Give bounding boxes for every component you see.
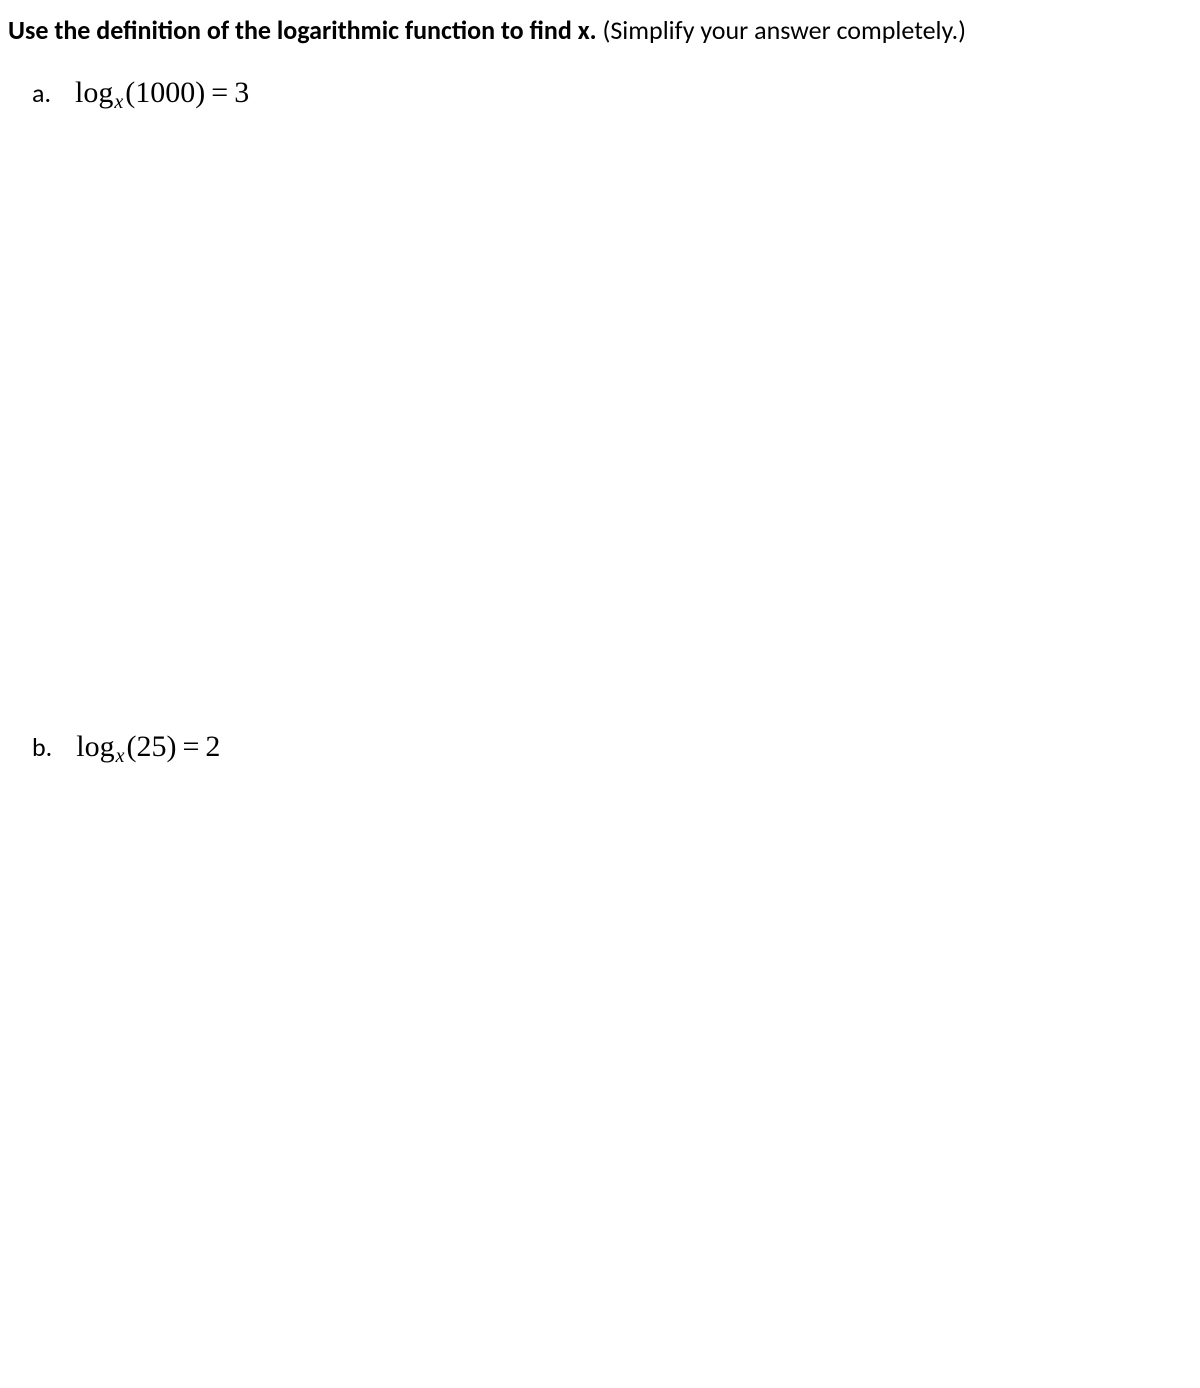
rhs-value: 2 [205, 730, 220, 764]
problem-b: b. logx(25)=2 [8, 730, 1192, 764]
rhs-value: 3 [234, 76, 249, 110]
close-paren: ) [195, 76, 205, 110]
log-text: log [76, 730, 114, 764]
problem-a-label: a. [32, 77, 51, 109]
open-paren: ( [126, 730, 136, 764]
equals-sign: = [211, 76, 228, 110]
problem-a-equation: logx(1000)=3 [75, 76, 249, 110]
log-text: log [75, 76, 113, 110]
problem-b-equation: logx(25)=2 [76, 730, 220, 764]
log-subscript: x [116, 745, 125, 768]
open-paren: ( [125, 76, 135, 110]
heading-bold: Use the definition of the logarithmic fu… [8, 14, 597, 46]
log-subscript: x [114, 91, 123, 114]
equals-sign: = [182, 730, 199, 764]
log-argument: 1000 [135, 76, 195, 110]
problem-b-label: b. [32, 731, 52, 763]
page-heading: Use the definition of the logarithmic fu… [8, 12, 1192, 48]
close-paren: ) [166, 730, 176, 764]
problem-a: a. logx(1000)=3 [8, 76, 1192, 110]
log-argument: 25 [136, 730, 166, 764]
heading-normal: (Simplify your answer completely.) [597, 14, 966, 46]
